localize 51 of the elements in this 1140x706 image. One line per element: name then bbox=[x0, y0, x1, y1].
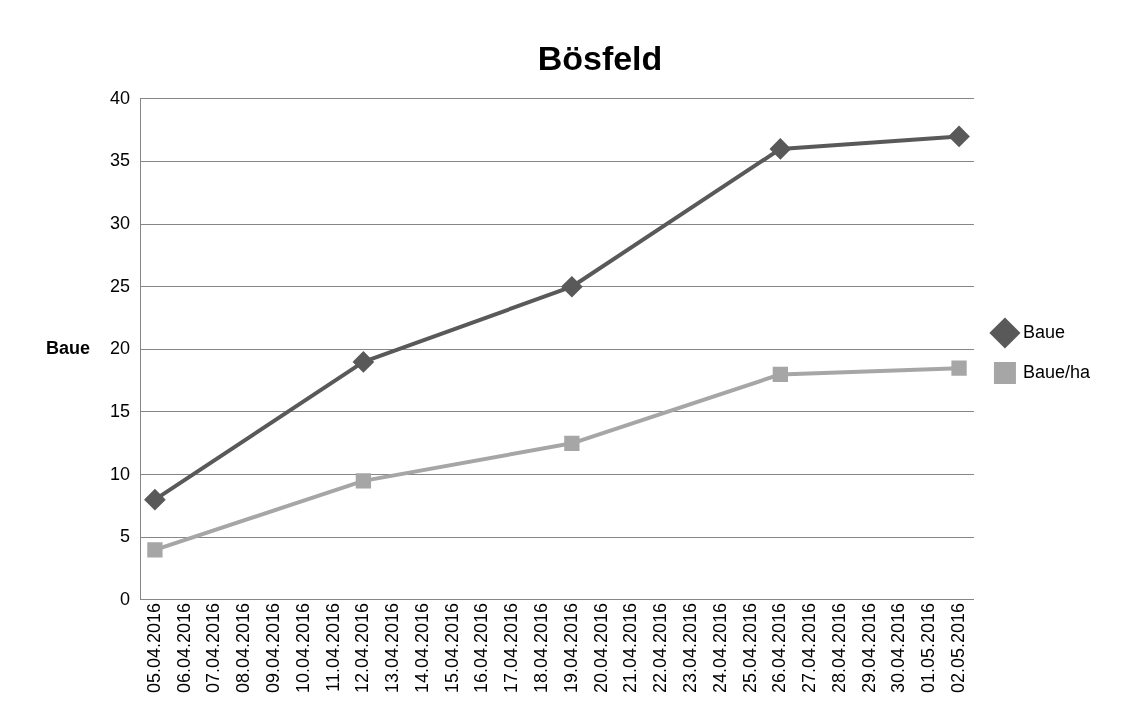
y-tick-label: 40 bbox=[109, 87, 131, 108]
x-tick-label: 28.04.2016 bbox=[828, 602, 849, 694]
x-tick-label: 21.04.2016 bbox=[620, 602, 641, 694]
x-tick-label: 09.04.2016 bbox=[263, 602, 284, 694]
chart-title: Bösfeld bbox=[537, 38, 663, 77]
x-tick-label: 14.04.2016 bbox=[411, 602, 432, 694]
x-tick-label: 27.04.2016 bbox=[799, 602, 820, 694]
x-tick-label: 12.04.2016 bbox=[352, 602, 373, 694]
x-tick-label: 11.04.2016 bbox=[322, 602, 343, 692]
point bbox=[144, 489, 165, 510]
x-tick-label: 01.05.2016 bbox=[918, 602, 939, 694]
y-tick-label: 25 bbox=[109, 275, 131, 296]
x-tick-label: 07.04.2016 bbox=[203, 602, 224, 694]
y-tick-label: 35 bbox=[109, 150, 131, 171]
legend-label: Baue/ha bbox=[1022, 361, 1091, 382]
x-tick-label: 18.04.2016 bbox=[531, 602, 552, 694]
x-tick-label: 02.05.2016 bbox=[948, 602, 969, 694]
x-tick-label: 24.04.2016 bbox=[709, 602, 730, 694]
x-tick-label: 20.04.2016 bbox=[590, 602, 611, 694]
x-tick-label: 25.04.2016 bbox=[739, 602, 760, 694]
legend-label: Baue bbox=[1022, 321, 1065, 342]
y-tick-label: 20 bbox=[109, 338, 131, 359]
point bbox=[770, 138, 791, 159]
x-tick-label: 05.04.2016 bbox=[143, 602, 164, 694]
x-tick-label: 10.04.2016 bbox=[292, 602, 313, 694]
x-tick-label: 13.04.2016 bbox=[382, 602, 403, 694]
x-tick-label: 26.04.2016 bbox=[769, 602, 790, 694]
point bbox=[564, 435, 580, 451]
y-tick-label: 5 bbox=[120, 526, 131, 547]
point bbox=[355, 473, 372, 489]
point bbox=[951, 360, 967, 376]
point bbox=[147, 542, 163, 558]
y-tick-label: 15 bbox=[109, 400, 131, 421]
point bbox=[353, 351, 374, 372]
y-tick-label: 0 bbox=[120, 588, 131, 609]
x-tick-label: 17.04.2016 bbox=[501, 602, 522, 694]
y-tick-label: 10 bbox=[109, 463, 131, 484]
x-tick-label: 30.04.2016 bbox=[888, 602, 909, 694]
x-tick-label: 15.04.2016 bbox=[441, 602, 462, 694]
x-tick-label: 16.04.2016 bbox=[471, 602, 492, 694]
x-tick-label: 08.04.2016 bbox=[233, 602, 254, 694]
y-axis-title: Baue bbox=[46, 338, 91, 359]
x-tick-label: 06.04.2016 bbox=[173, 602, 194, 694]
x-tick-label: 19.04.2016 bbox=[560, 602, 581, 694]
y-tick-label: 30 bbox=[109, 213, 131, 234]
point bbox=[772, 366, 789, 383]
x-tick-label: 23.04.2016 bbox=[679, 602, 700, 694]
point bbox=[949, 126, 970, 147]
x-tick-label: 29.04.2016 bbox=[858, 602, 879, 694]
point bbox=[561, 276, 582, 297]
x-tick-label: 22.04.2016 bbox=[650, 602, 671, 694]
